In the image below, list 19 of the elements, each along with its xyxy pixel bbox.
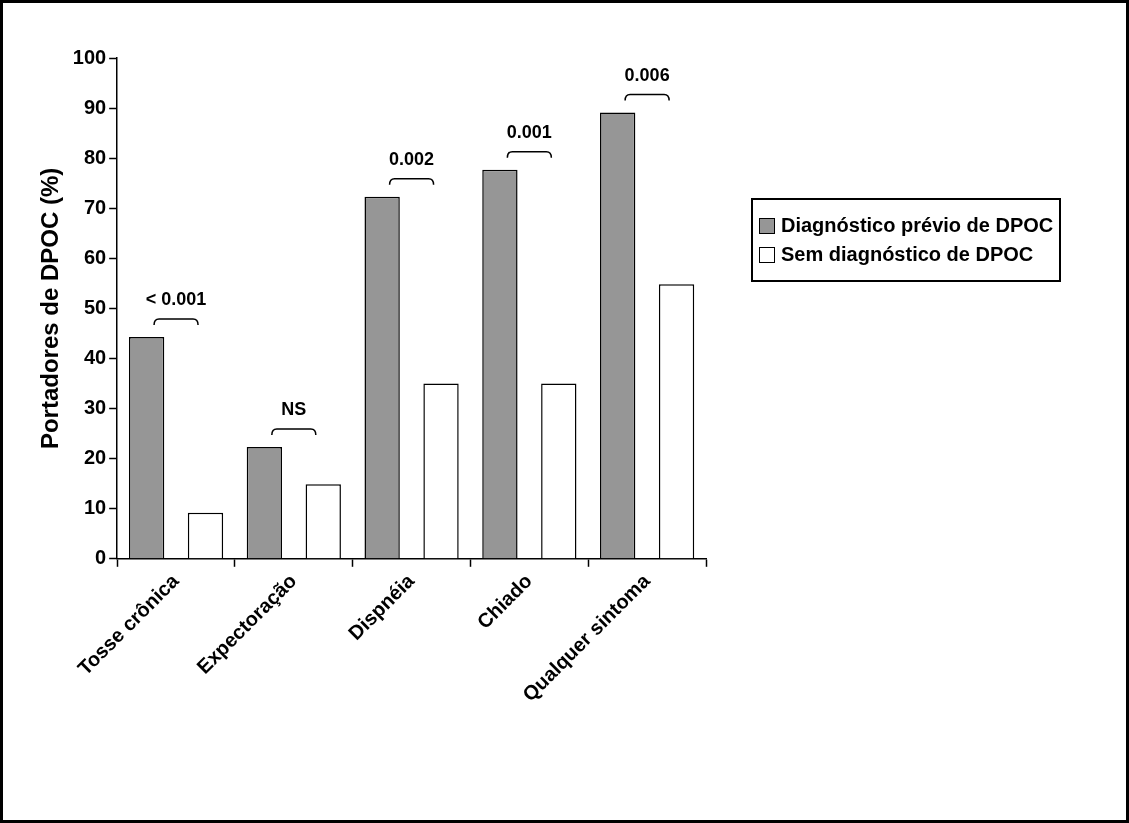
y-tick-label: 0 [95, 546, 107, 569]
y-tick-label: 90 [83, 95, 107, 118]
y-tick-label: 30 [83, 396, 107, 419]
text: Sem diagnóstico de DPOC [781, 243, 1034, 267]
y-tick-label: 50 [83, 295, 107, 318]
y-tick-label: 40 [83, 346, 107, 368]
legend-label: Diagnóstico prévio de DPOC [781, 214, 1054, 238]
y-axis-title: Portadores de DPOC (%) [36, 167, 64, 450]
annotation: < 0.001 [145, 288, 207, 309]
annotation: 0.001 [506, 121, 552, 142]
annotation: 0.006 [624, 64, 670, 85]
y-tick-label: 20 [83, 446, 107, 469]
y-tick-label: 70 [83, 195, 107, 218]
y-tick-label: 100 [72, 45, 107, 68]
annotation: 0.002 [389, 148, 435, 169]
y-tick-label: 80 [83, 145, 107, 168]
y-tick-label: 10 [83, 496, 107, 519]
annotation: NS [281, 399, 307, 420]
y-tick-label: 60 [83, 245, 107, 268]
